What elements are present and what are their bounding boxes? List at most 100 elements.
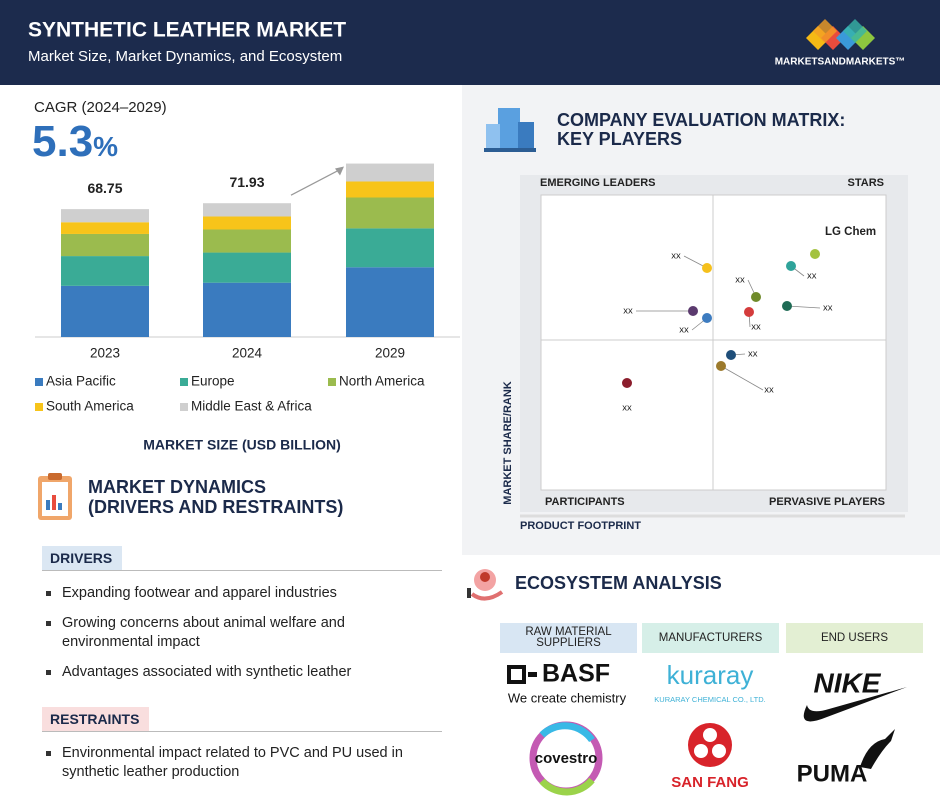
bar-segment	[346, 228, 434, 268]
cagr-value: 5.3%	[32, 118, 118, 176]
bar-segment	[61, 233, 149, 257]
header-bar	[0, 0, 940, 85]
logo-text: kuraray	[667, 660, 754, 690]
x-axis-label: PRODUCT FOOTPRINT	[520, 520, 641, 532]
bar-segment	[346, 181, 434, 198]
company-point	[688, 306, 698, 316]
company-point	[622, 378, 632, 388]
nike-swoosh	[803, 687, 907, 722]
brand-logo	[806, 19, 875, 50]
company-label: xx	[622, 403, 632, 414]
company-point	[702, 263, 712, 273]
logo-tagline: We create chemistry	[508, 690, 627, 705]
quadrant-label: PARTICIPANTS	[545, 496, 625, 508]
bar-segment	[61, 285, 149, 337]
logo-text: PUMA	[797, 760, 868, 787]
y-axis-label: MARKET SHARE/RANK	[502, 381, 514, 505]
legend-label: Europe	[191, 374, 235, 389]
company-label: LG Chem	[825, 226, 876, 238]
company-point	[810, 249, 820, 259]
company-label: xx	[751, 322, 761, 333]
puma-cat	[860, 729, 895, 769]
ecosystem-title: ECOSYSTEM ANALYSIS	[515, 573, 722, 593]
company-label: xx	[748, 349, 758, 360]
quadrant-label: PERVASIVE PLAYERS	[769, 496, 885, 508]
matrix-title: COMPANY EVALUATION MATRIX: KEY PLAYERS	[557, 111, 845, 149]
header-subtitle: Market Size, Market Dynamics, and Ecosys…	[28, 48, 342, 65]
growth-arrow	[290, 169, 341, 196]
restraints-heading: RESTRAINTS	[42, 707, 150, 731]
legend-swatch	[35, 403, 43, 411]
bar-segment	[61, 222, 149, 234]
evaluation-matrix: EMERGING LEADERS STARS PARTICIPANTS PERVASI…	[502, 175, 908, 532]
bar-segment	[203, 252, 291, 283]
covestro-ring-arc	[539, 777, 595, 796]
column-heading-text: END USERS	[820, 631, 889, 644]
company-point	[744, 307, 754, 317]
bar-segment	[346, 197, 434, 229]
bar-segment	[203, 229, 291, 253]
clipboard-icon	[38, 473, 72, 520]
x-tick-label: 2024	[232, 346, 263, 361]
dynamics-title-line: MARKET DYNAMICS	[88, 477, 266, 497]
total-label: 68.75	[87, 180, 122, 196]
company-label: xx	[671, 251, 681, 262]
basf-logo	[507, 665, 537, 684]
company-label: xx	[823, 303, 833, 314]
company-label: xx	[679, 325, 689, 336]
bar-segment	[346, 163, 434, 182]
driver-item: Growing concerns about animal welfare an…	[46, 614, 422, 652]
divider	[42, 570, 442, 571]
bar-segment	[346, 267, 434, 337]
legend-label: South America	[46, 399, 134, 414]
company-point	[782, 301, 792, 311]
logo-text: covestro	[535, 750, 598, 767]
bar-segment	[203, 282, 291, 337]
legend-label: North America	[339, 374, 425, 389]
company-label: xx	[623, 306, 633, 317]
legend-label: Asia Pacific	[46, 374, 116, 389]
logo-text: SAN FANG	[671, 774, 749, 791]
cagr-number: 5.3	[32, 117, 94, 166]
legend-swatch	[35, 378, 43, 386]
bar-segment	[61, 256, 149, 286]
legend-swatch	[180, 378, 188, 386]
x-tick-label: 2029	[375, 346, 405, 361]
dynamics-title-line: (DRIVERS AND RESTRAINTS)	[88, 497, 344, 517]
chart-title: MARKET SIZE (USD BILLION)	[143, 437, 341, 453]
company-point	[786, 261, 796, 271]
buildings-icon	[484, 108, 536, 152]
column-heading: END USERS	[786, 623, 923, 653]
driver-item: Expanding footwear and apparel industrie…	[46, 584, 422, 603]
company-label: xx	[764, 385, 774, 396]
header-title: SYNTHETIC LEATHER MARKET	[28, 19, 346, 42]
driver-item: Advantages associated with synthetic lea…	[46, 663, 422, 682]
logos: BASF We create chemistry covestro kurara…	[507, 660, 907, 796]
company-label: xx	[735, 275, 745, 286]
leader-line	[786, 305, 821, 309]
column-heading: MANUFACTURERS	[642, 623, 779, 653]
drivers-heading: DRIVERS	[42, 546, 123, 570]
quadrant-label: STARS	[848, 177, 884, 189]
brand-name: MARKETSANDMARKETS™	[775, 57, 906, 68]
column-heading: RAW MATERIAL SUPPLIERS	[500, 623, 637, 653]
ecosystem-icon	[467, 569, 504, 601]
logo-tagline: KURARAY CHEMICAL CO., LTD.	[654, 695, 765, 704]
cagr-label: CAGR (2024–2029)	[34, 99, 167, 116]
total-label: 71.93	[229, 174, 264, 190]
cagr-unit: %	[93, 131, 119, 162]
arrow-head	[335, 166, 344, 176]
matrix-title-line: COMPANY EVALUATION MATRIX:	[557, 110, 846, 130]
company-point	[726, 350, 736, 360]
divider	[42, 731, 442, 732]
leader-line	[720, 365, 764, 391]
logo-text: NIKE	[814, 667, 882, 698]
quadrant-label: EMERGING LEADERS	[540, 177, 656, 189]
company-point	[751, 292, 761, 302]
company-point	[702, 313, 712, 323]
bar-segment	[61, 209, 149, 223]
covestro-ring-arc	[539, 722, 595, 743]
x-tick-label: 2023	[90, 346, 120, 361]
